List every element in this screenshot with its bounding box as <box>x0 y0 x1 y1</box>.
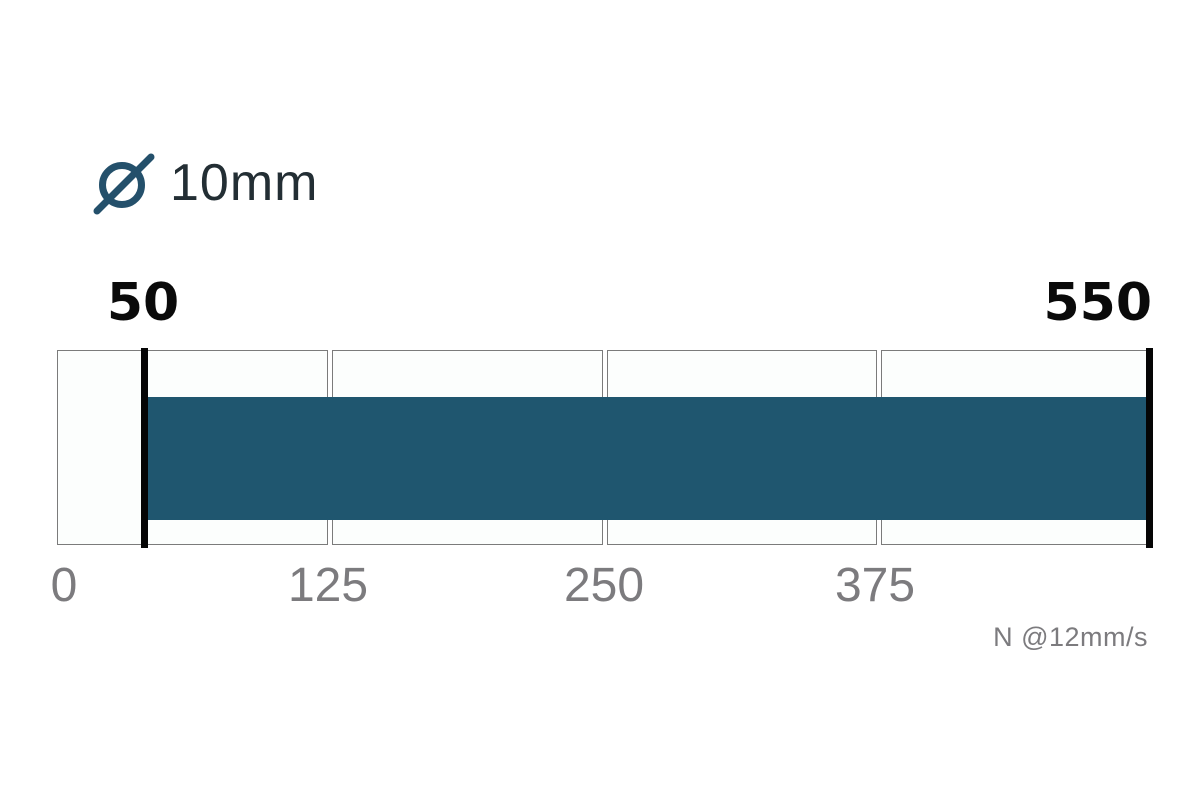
range-bar <box>148 397 1146 520</box>
force-range-chart <box>57 348 1153 548</box>
axis-tick-label-0: 0 <box>50 559 78 612</box>
axis-tick-label-375: 375 <box>834 559 916 612</box>
axis-unit-label: N @12mm/s <box>993 622 1148 652</box>
diameter-size-label: 10mm <box>170 154 319 212</box>
range-min-marker <box>141 348 148 548</box>
range-max-marker <box>1146 348 1153 548</box>
diameter-header: 10mm <box>92 150 318 216</box>
range-min-label: 50 <box>106 273 180 333</box>
diameter-icon <box>93 153 155 215</box>
range-max-label: 550 <box>1043 273 1152 333</box>
axis-tick-label-125: 125 <box>287 559 369 612</box>
axis-tick-label-250: 250 <box>563 559 645 612</box>
